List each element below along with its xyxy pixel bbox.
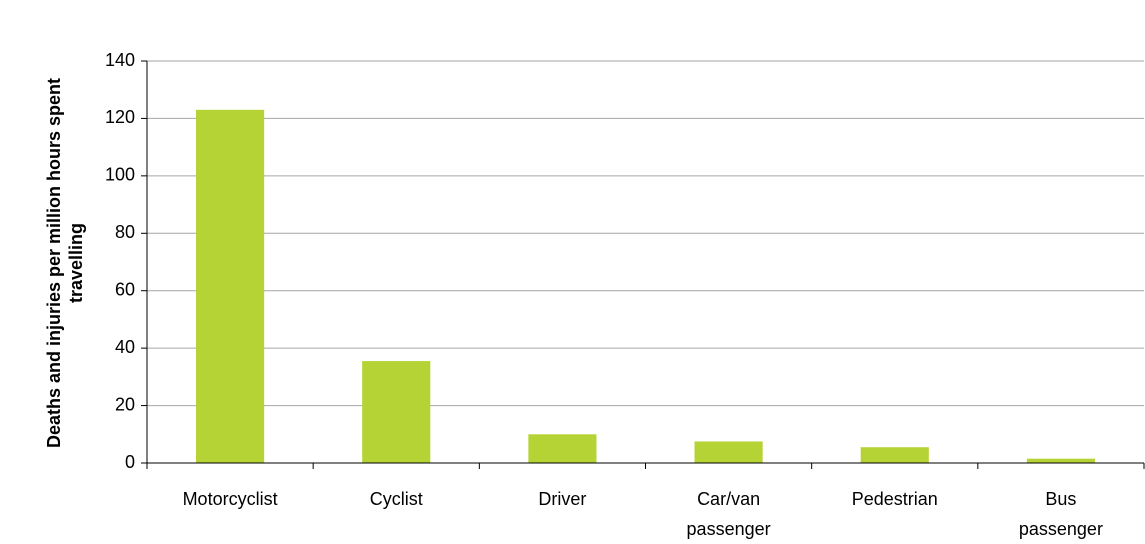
y-tick-label: 120 [105,107,135,127]
y-tick-label: 20 [115,394,135,414]
bar [528,434,597,463]
y-tick-label: 140 [105,50,135,70]
y-tick-label: 60 [115,279,135,299]
x-tick-label: Motorcyclist [183,489,278,509]
y-tick-label: 80 [115,222,135,242]
x-tick-label: Driver [538,489,586,509]
x-tick-label: Car/van passenger [687,489,771,539]
x-tick-label: Pedestrian [852,489,938,509]
bar [1026,458,1095,463]
x-tick-label: Bus passenger [1019,489,1103,539]
bar [694,441,763,463]
bar [860,447,929,463]
y-tick-label: 40 [115,337,135,357]
y-axis-title: Deaths and injuries per million hours sp… [44,78,86,448]
bar [196,109,265,464]
bar [362,361,431,463]
x-tick-label: Cyclist [370,489,423,509]
y-tick-label: 100 [105,165,135,185]
y-tick-label: 0 [125,452,135,472]
